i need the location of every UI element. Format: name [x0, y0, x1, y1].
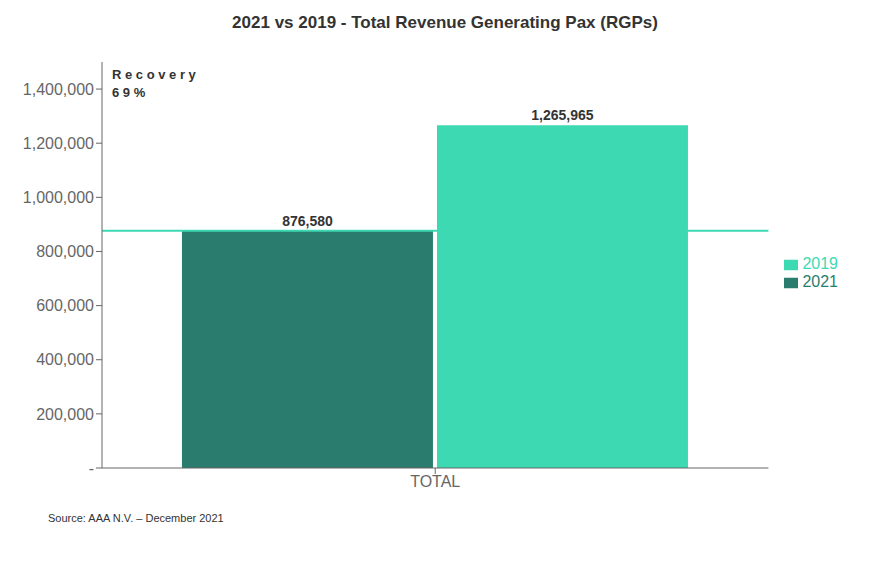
- svg-text:1,265,965: 1,265,965: [531, 107, 593, 123]
- html-text:2021: 2021: [802, 273, 838, 290]
- html-text:2021 vs 2019 - Total Revenue G: 2021 vs 2019 - Total Revenue Generating …: [232, 13, 658, 32]
- svg-text:200,000: 200,000: [36, 406, 94, 423]
- html-text:R e c o v e r y: R e c o v e r y: [112, 67, 196, 82]
- html-text:6 9 %: 6 9 %: [112, 85, 146, 100]
- html-text:2019: 2019: [802, 255, 838, 272]
- svg-text:1,000,000: 1,000,000: [23, 189, 94, 206]
- svg-text:400,000: 400,000: [36, 351, 94, 368]
- svg-text:876,580: 876,580: [282, 213, 333, 229]
- svg-text:-: -: [89, 460, 94, 477]
- svg-text:600,000: 600,000: [36, 297, 94, 314]
- svg-text:TOTAL: TOTAL: [410, 473, 460, 490]
- svg-text:1,200,000: 1,200,000: [23, 135, 94, 152]
- svg-text:800,000: 800,000: [36, 243, 94, 260]
- html-text:Source: AAA N.V. – December 20: Source: AAA N.V. – December 2021: [48, 512, 224, 524]
- svg-text:1,400,000: 1,400,000: [23, 81, 94, 98]
